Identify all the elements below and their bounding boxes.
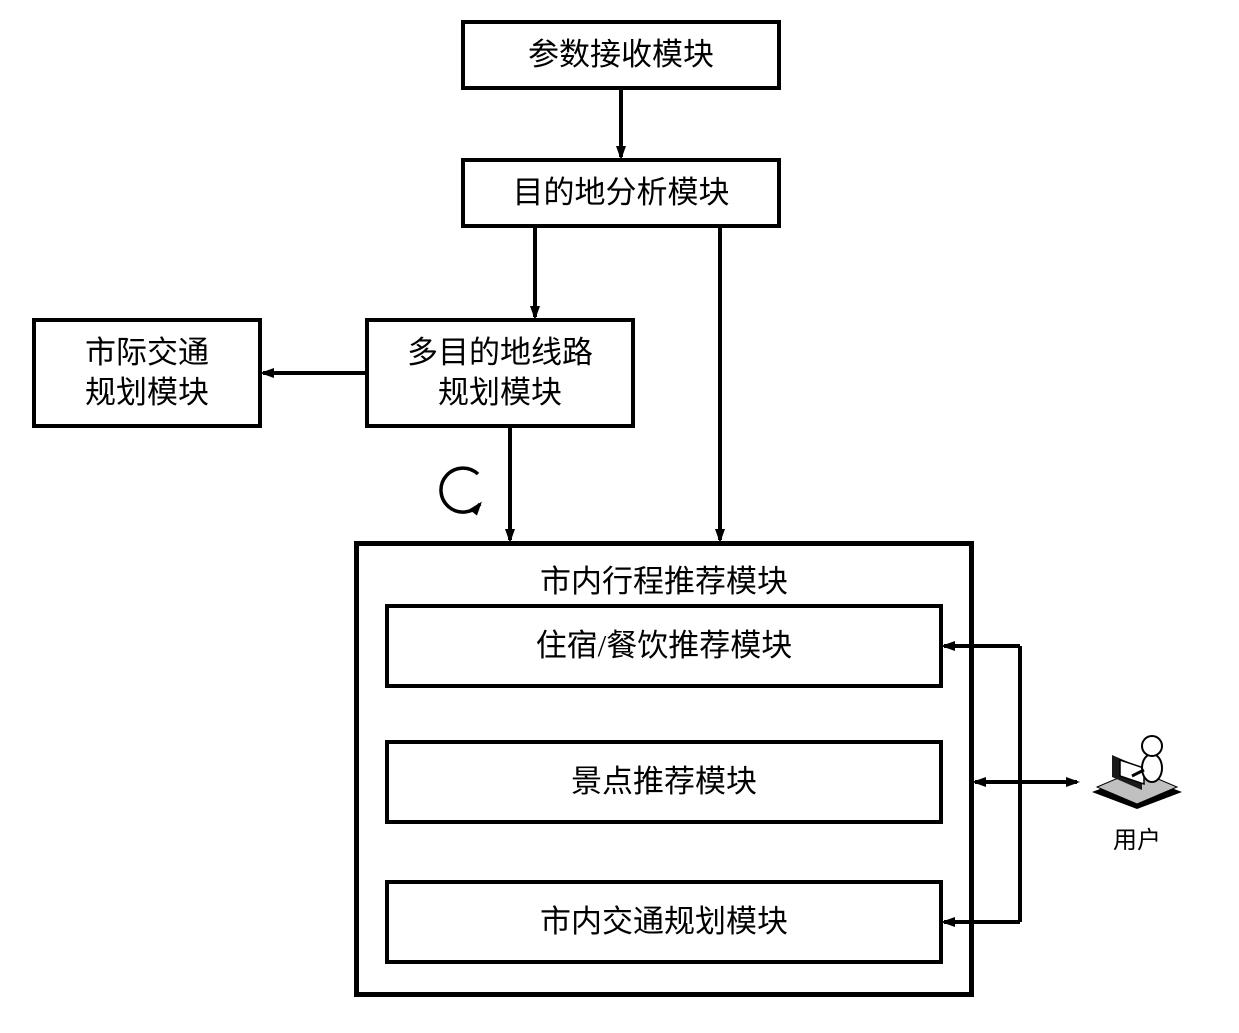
intercity-plan-label1: 市际交通 <box>85 333 209 373</box>
accom-food-label: 住宿/餐饮推荐模块 <box>536 626 793 666</box>
attraction-module: 景点推荐模块 <box>385 740 943 824</box>
intracity-traffic-label: 市内交通规划模块 <box>540 902 788 942</box>
param-recv-label: 参数接收模块 <box>528 35 714 75</box>
multi-dest-plan-module: 多目的地线路 规划模块 <box>365 318 635 428</box>
multi-dest-plan-label2: 规划模块 <box>407 373 593 413</box>
dest-analysis-label: 目的地分析模块 <box>513 173 730 213</box>
param-recv-module: 参数接收模块 <box>461 20 781 90</box>
intercity-plan-label2: 规划模块 <box>85 373 209 413</box>
attraction-label: 景点推荐模块 <box>571 762 757 802</box>
multi-dest-plan-label1: 多目的地线路 <box>407 333 593 373</box>
intracity-container-title: 市内行程推荐模块 <box>359 556 969 601</box>
dest-analysis-module: 目的地分析模块 <box>461 158 781 228</box>
intercity-plan-module: 市际交通 规划模块 <box>32 318 262 428</box>
intracity-traffic-module: 市内交通规划模块 <box>385 880 943 964</box>
accom-food-module: 住宿/餐饮推荐模块 <box>385 604 943 688</box>
user-icon <box>1082 720 1192 810</box>
user-label: 用户 <box>1082 820 1192 855</box>
